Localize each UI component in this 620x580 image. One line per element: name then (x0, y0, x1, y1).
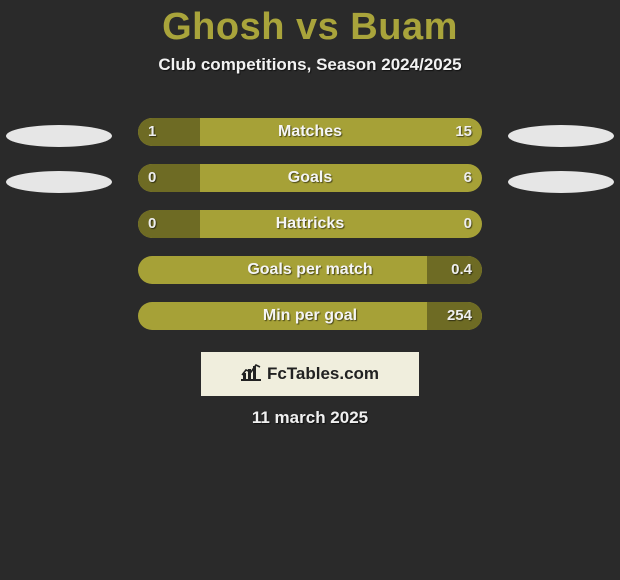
stat-value-right: 6 (464, 164, 472, 192)
stat-value-right: 0.4 (451, 256, 472, 284)
branding-text: FcTables.com (267, 364, 379, 384)
comparison-row: Goals per match0.4 (0, 256, 620, 286)
right-player-oval (508, 171, 614, 193)
left-player-oval (6, 171, 112, 193)
stat-value-left: 0 (148, 164, 156, 192)
stat-value-right: 15 (455, 118, 472, 146)
stat-value-right: 0 (464, 210, 472, 238)
branding-inner: FcTables.com (241, 363, 379, 386)
stat-bar-track: Goals per match0.4 (138, 256, 482, 284)
stat-bar-track: Matches115 (138, 118, 482, 146)
chart-icon (241, 363, 261, 386)
comparison-row: Hattricks00 (0, 210, 620, 240)
comparison-infographic: Ghosh vs Buam Club competitions, Season … (0, 0, 620, 580)
right-player-oval (508, 125, 614, 147)
comparison-row: Matches115 (0, 118, 620, 148)
stat-bar-track: Min per goal254 (138, 302, 482, 330)
date-line: 11 march 2025 (0, 408, 620, 428)
comparison-chart: Matches115Goals06Hattricks00Goals per ma… (0, 118, 620, 348)
comparison-row: Min per goal254 (0, 302, 620, 332)
stat-value-left: 0 (148, 210, 156, 238)
page-title: Ghosh vs Buam (0, 0, 620, 49)
subtitle: Club competitions, Season 2024/2025 (0, 55, 620, 75)
stat-bar-track: Hattricks00 (138, 210, 482, 238)
stat-bar-track: Goals06 (138, 164, 482, 192)
branding-badge[interactable]: FcTables.com (201, 352, 419, 396)
comparison-row: Goals06 (0, 164, 620, 194)
stat-value-left: 1 (148, 118, 156, 146)
left-player-oval (6, 125, 112, 147)
stat-value-right: 254 (447, 302, 472, 330)
